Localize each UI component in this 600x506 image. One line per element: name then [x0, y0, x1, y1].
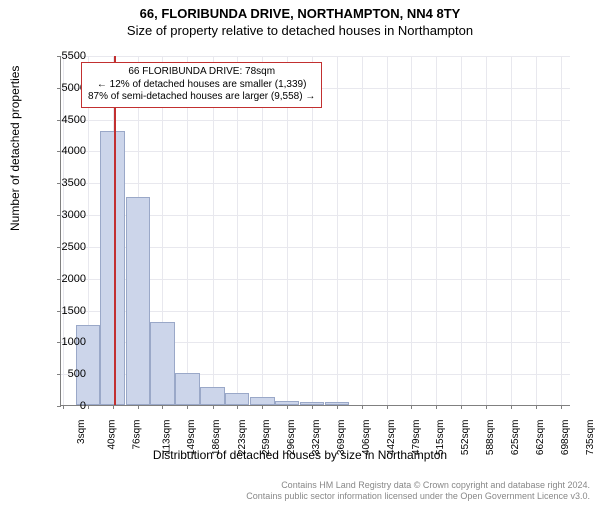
histogram-bar	[100, 131, 124, 405]
histogram-bar	[126, 197, 150, 405]
ytick-label: 2500	[46, 241, 86, 253]
xtick-label: 588sqm	[485, 420, 496, 456]
xtick-mark	[362, 405, 363, 409]
xtick-label: 149sqm	[186, 420, 197, 456]
xtick-label: 40sqm	[107, 420, 118, 450]
xtick-mark	[536, 405, 537, 409]
xtick-mark	[337, 405, 338, 409]
xtick-label: 223sqm	[237, 420, 248, 456]
xtick-label: 186sqm	[212, 420, 223, 456]
xtick-label: 369sqm	[336, 420, 347, 456]
histogram-bar	[175, 373, 199, 405]
xtick-label: 3sqm	[76, 420, 87, 444]
gridline-v	[262, 56, 263, 405]
xtick-mark	[511, 405, 512, 409]
copyright-footer: Contains HM Land Registry data © Crown c…	[246, 480, 590, 502]
footer-line2: Contains public sector information licen…	[246, 491, 590, 502]
xtick-mark	[262, 405, 263, 409]
chart-plot-area: 66 FLORIBUNDA DRIVE: 78sqm ← 12% of deta…	[60, 56, 570, 406]
gridline-v	[486, 56, 487, 405]
histogram-bar	[200, 387, 224, 405]
ytick-label: 5500	[46, 50, 86, 62]
xtick-mark	[88, 405, 89, 409]
gridline-v	[213, 56, 214, 405]
ytick-label: 3000	[46, 209, 86, 221]
chart-subtitle: Size of property relative to detached ho…	[0, 23, 600, 38]
xtick-label: 296sqm	[286, 420, 297, 456]
gridline-v	[561, 56, 562, 405]
ytick-label: 500	[46, 368, 86, 380]
xtick-label: 515sqm	[435, 420, 446, 456]
gridline-v	[237, 56, 238, 405]
gridline-v	[387, 56, 388, 405]
gridline-v	[337, 56, 338, 405]
ytick-label: 0	[46, 400, 86, 412]
annotation-larger-pct: 87% of semi-detached houses are larger (…	[88, 91, 315, 104]
annotation-smaller-pct: ← 12% of detached houses are smaller (1,…	[88, 79, 315, 92]
gridline-v	[436, 56, 437, 405]
ytick-label: 3500	[46, 177, 86, 189]
gridline-v	[187, 56, 188, 405]
xtick-label: 76sqm	[131, 420, 142, 450]
xtick-label: 406sqm	[361, 420, 372, 456]
xtick-mark	[187, 405, 188, 409]
xtick-mark	[387, 405, 388, 409]
xtick-mark	[138, 405, 139, 409]
gridline-v	[536, 56, 537, 405]
gridline-v	[63, 56, 64, 405]
xtick-label: 662sqm	[535, 420, 546, 456]
ytick-label: 4500	[46, 114, 86, 126]
xtick-label: 442sqm	[386, 420, 397, 456]
xtick-label: 735sqm	[585, 420, 596, 456]
y-axis-label: Number of detached properties	[8, 66, 22, 231]
xtick-mark	[162, 405, 163, 409]
histogram-bar	[150, 322, 174, 405]
xtick-label: 479sqm	[411, 420, 422, 456]
footer-line1: Contains HM Land Registry data © Crown c…	[246, 480, 590, 491]
property-annotation-box: 66 FLORIBUNDA DRIVE: 78sqm ← 12% of deta…	[81, 62, 322, 108]
gridline-v	[287, 56, 288, 405]
chart-title-address: 66, FLORIBUNDA DRIVE, NORTHAMPTON, NN4 8…	[0, 6, 600, 21]
xtick-label: 625sqm	[510, 420, 521, 456]
ytick-label: 4000	[46, 145, 86, 157]
xtick-mark	[113, 405, 114, 409]
xtick-mark	[486, 405, 487, 409]
ytick-label: 1000	[46, 336, 86, 348]
xtick-label: 552sqm	[460, 420, 471, 456]
histogram-bar	[275, 401, 299, 405]
xtick-mark	[312, 405, 313, 409]
histogram-bar	[250, 397, 274, 405]
gridline-v	[461, 56, 462, 405]
gridline-v	[511, 56, 512, 405]
histogram-bar	[300, 402, 324, 405]
ytick-label: 5000	[46, 82, 86, 94]
xtick-mark	[213, 405, 214, 409]
ytick-label: 2000	[46, 273, 86, 285]
histogram-bar	[225, 393, 249, 405]
xtick-mark	[411, 405, 412, 409]
xtick-mark	[461, 405, 462, 409]
xtick-label: 113sqm	[161, 420, 172, 455]
gridline-v	[362, 56, 363, 405]
xtick-mark	[287, 405, 288, 409]
xtick-mark	[561, 405, 562, 409]
ytick-label: 1500	[46, 305, 86, 317]
property-marker-line	[114, 56, 116, 405]
xtick-label: 332sqm	[311, 420, 322, 456]
gridline-v	[411, 56, 412, 405]
histogram-bar	[325, 402, 349, 405]
xtick-mark	[436, 405, 437, 409]
xtick-mark	[237, 405, 238, 409]
gridline-v	[312, 56, 313, 405]
annotation-property-size: 66 FLORIBUNDA DRIVE: 78sqm	[88, 66, 315, 79]
xtick-label: 259sqm	[261, 420, 272, 456]
xtick-label: 698sqm	[560, 420, 571, 456]
